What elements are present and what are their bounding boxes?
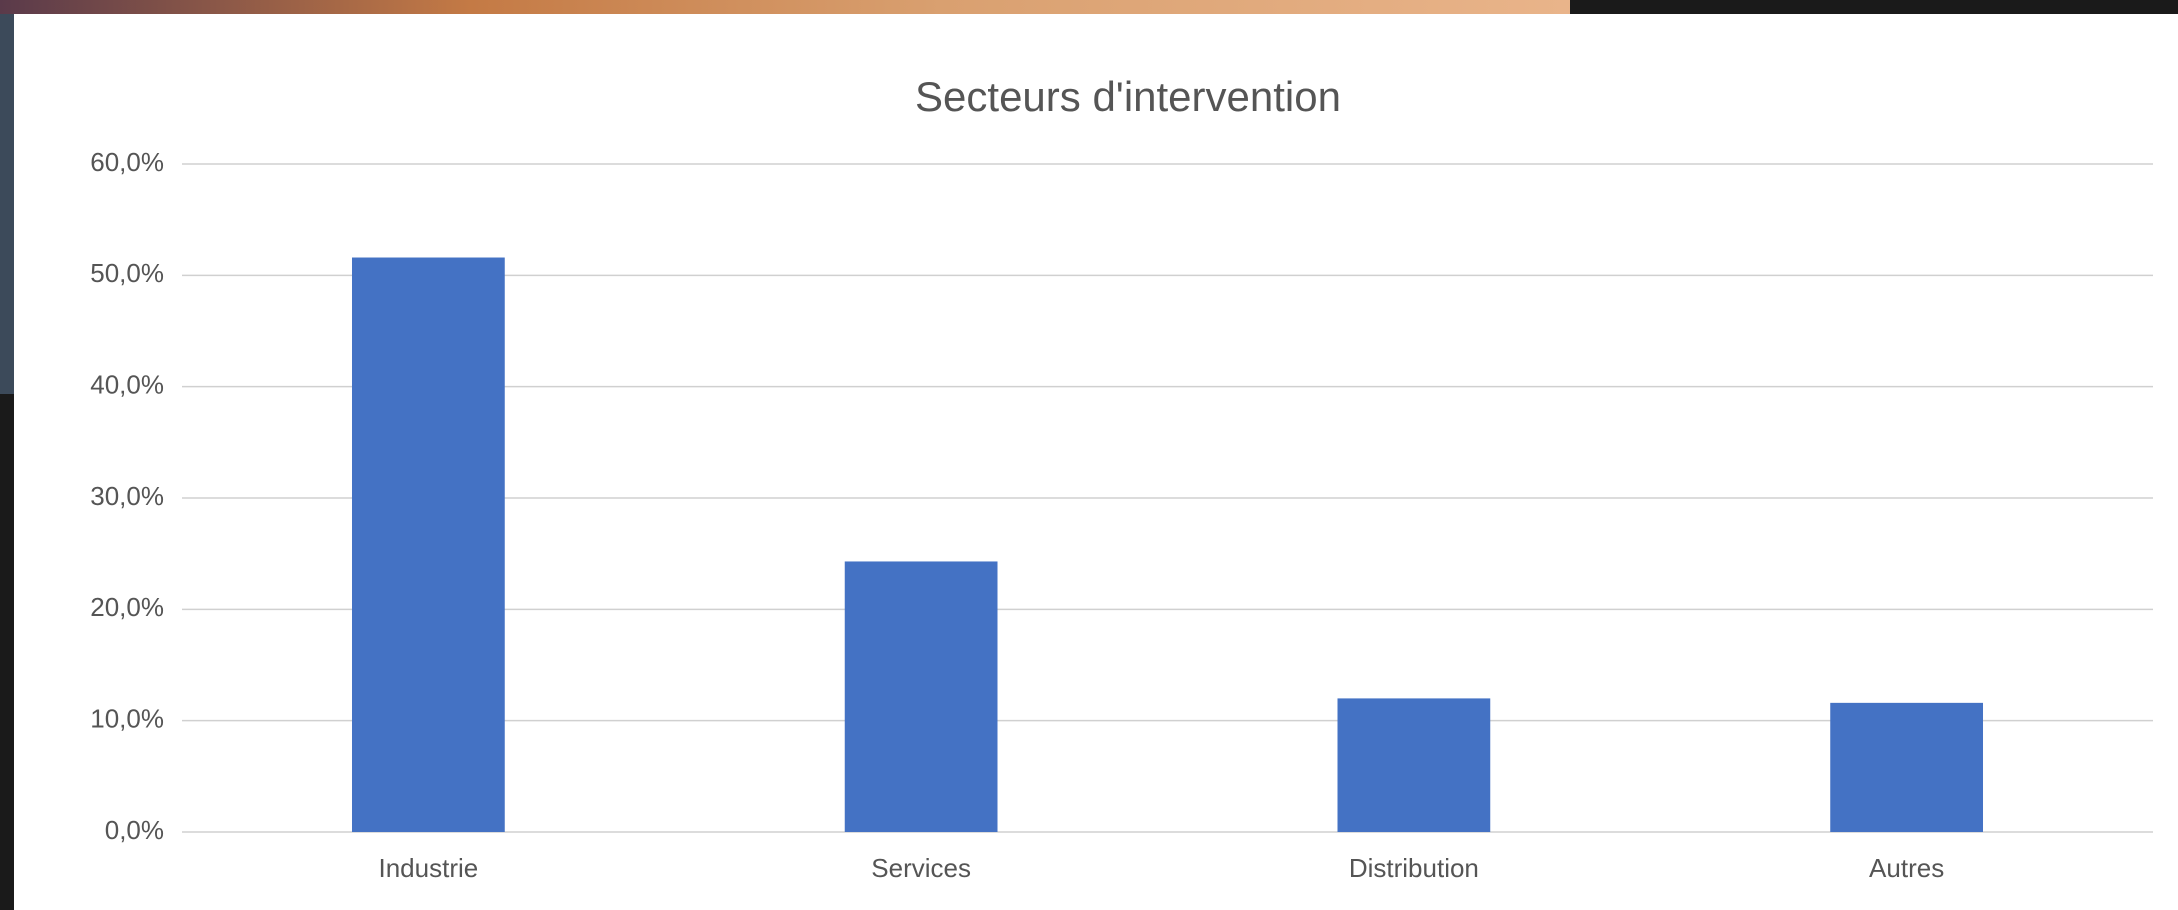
x-tick-label: Industrie [379, 853, 479, 883]
bar [1337, 698, 1491, 832]
y-tick-label: 60,0% [90, 147, 164, 177]
bar [1830, 702, 1984, 832]
y-tick-label: 30,0% [90, 481, 164, 511]
background-photo-edge [0, 14, 14, 394]
x-tick-label: Autres [1869, 853, 1944, 883]
chart-title: Secteurs d'intervention [915, 73, 1341, 120]
y-tick-label: 0,0% [105, 815, 164, 845]
y-tick-label: 50,0% [90, 258, 164, 288]
y-tick-label: 20,0% [90, 592, 164, 622]
y-tick-label: 40,0% [90, 370, 164, 400]
bar [844, 561, 998, 832]
x-tick-label: Distribution [1349, 853, 1479, 883]
x-tick-label: Services [871, 853, 971, 883]
y-tick-label: 10,0% [90, 704, 164, 734]
bar [351, 257, 505, 832]
background-photo [0, 0, 1570, 14]
